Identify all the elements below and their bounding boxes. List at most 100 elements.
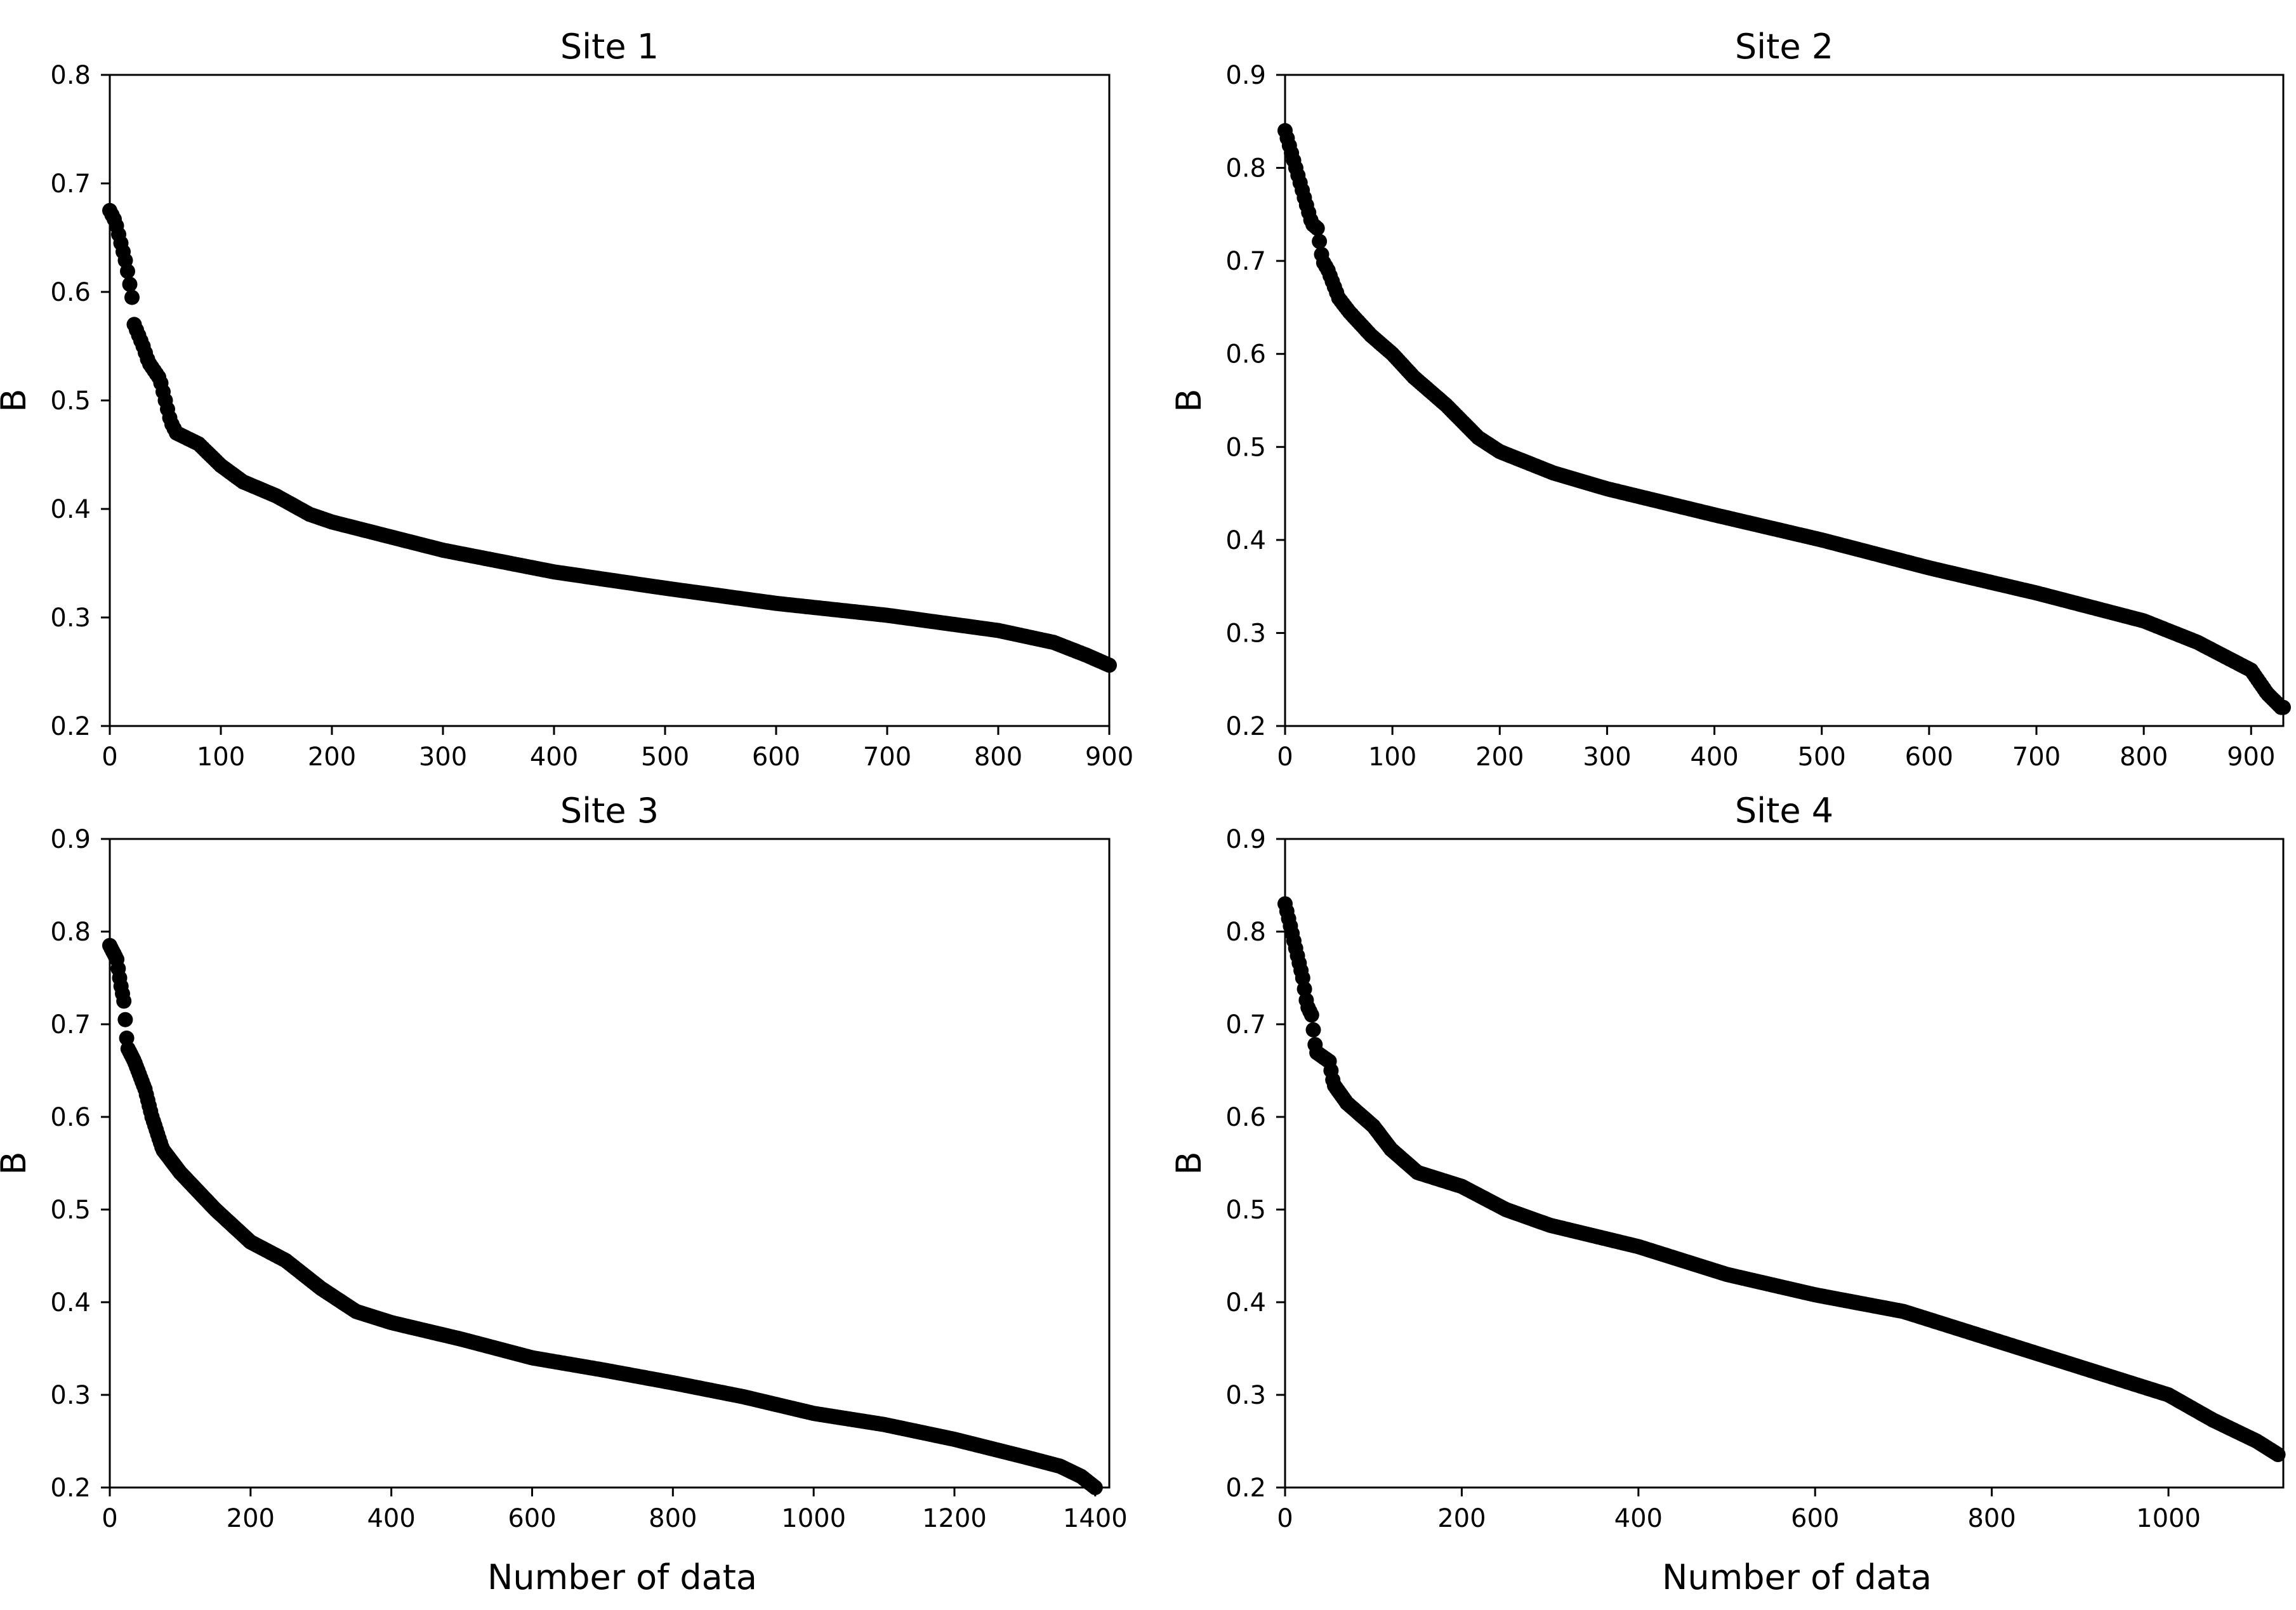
- y-tick-label: 0.7: [50, 169, 91, 199]
- y-tick-label: 0.8: [50, 918, 91, 947]
- x-tick-label: 400: [367, 1504, 415, 1533]
- y-tick-label: 0.2: [50, 712, 91, 741]
- x-tick-label: 500: [641, 742, 689, 772]
- y-tick-label: 0.7: [1225, 247, 1266, 276]
- x-tick-label: 1400: [1063, 1504, 1128, 1533]
- y-tick-label: 0.2: [1225, 1474, 1266, 1503]
- x-tick-label: 1200: [922, 1504, 987, 1533]
- y-tick-label: 0.6: [1225, 340, 1266, 369]
- x-tick-label: 0: [102, 1504, 117, 1533]
- x-tick-label: 800: [2120, 742, 2168, 772]
- x-tick-label: 300: [419, 742, 467, 772]
- data-point: [122, 277, 138, 292]
- data-point: [2270, 1447, 2286, 1462]
- x-tick-label: 100: [197, 742, 245, 772]
- y-tick-label: 0.2: [1225, 712, 1266, 741]
- y-tick-label: 0.8: [1225, 154, 1266, 183]
- x-tick-label: 0: [1277, 1504, 1293, 1533]
- x-tick-label: 200: [227, 1504, 275, 1533]
- y-tick-label: 0.9: [1225, 825, 1266, 854]
- x-tick-label: 100: [1368, 742, 1416, 772]
- panel-1: Site 1 0.2 0.3 0.4 0.5 0.6 0.7 0.8 0 100 200 300 400…: [0, 27, 1133, 772]
- panel-2: Site 2 0.2 0.3 0.4 0.5 0.6 0.7 0.8 0.9 0 100 200 300…: [1169, 27, 2291, 772]
- x-tick-label: 800: [1967, 1504, 2016, 1533]
- x-axis-label: Number of data: [1662, 1557, 1932, 1597]
- y-tick-label: 0.6: [50, 1103, 91, 1132]
- y-axis-label: B: [0, 388, 34, 412]
- y-tick-label: 0.5: [1225, 1196, 1266, 1225]
- x-axis-label: Number of data: [487, 1557, 757, 1597]
- data-point: [116, 993, 132, 1009]
- data-point: [1303, 1007, 1319, 1023]
- y-tick-label: 0.9: [50, 825, 91, 854]
- y-axis-label: B: [1169, 1151, 1209, 1175]
- y-tick-label: 0.4: [50, 495, 91, 524]
- series-points: [1277, 122, 2291, 715]
- data-point: [2276, 699, 2291, 715]
- x-tick-label: 600: [1791, 1504, 1839, 1533]
- y-tick-label: 0.4: [1225, 1288, 1266, 1317]
- x-tick-label: 1000: [781, 1504, 846, 1533]
- y-tick-label: 0.2: [50, 1474, 91, 1503]
- data-point: [1087, 1480, 1103, 1495]
- y-tick-label: 0.9: [1225, 61, 1266, 90]
- data-point: [1309, 220, 1325, 236]
- x-tick-label: 1000: [2136, 1504, 2201, 1533]
- y-tick-label: 0.4: [1225, 526, 1266, 555]
- x-tick-label: 300: [1583, 742, 1631, 772]
- plot-frame: [1284, 838, 2285, 1489]
- x-tick-label: 200: [1437, 1504, 1486, 1533]
- x-tick-label: 500: [1798, 742, 1846, 772]
- series-points: [1277, 896, 2286, 1462]
- y-tick-label: 0.8: [50, 61, 91, 90]
- panel-title: Site 1: [560, 27, 659, 67]
- y-tick-label: 0.3: [50, 604, 91, 633]
- data-point: [120, 263, 135, 279]
- x-tick-label: 200: [308, 742, 356, 772]
- y-axis-label: B: [1169, 388, 1209, 412]
- y-tick-label: 0.5: [1225, 433, 1266, 462]
- y-tick-label: 0.3: [50, 1381, 91, 1410]
- x-tick-label: 400: [530, 742, 578, 772]
- y-tick-label: 0.7: [50, 1010, 91, 1039]
- x-tick-label: 800: [974, 742, 1022, 772]
- x-tick-label: 700: [2012, 742, 2061, 772]
- y-tick-label: 0.5: [50, 386, 91, 416]
- x-tick-label: 400: [1614, 1504, 1663, 1533]
- data-point: [1305, 1022, 1321, 1038]
- panel-4: Site 4 0.2 0.3 0.4 0.5 0.6 0.7 0.8 0.9 0 200 400 600…: [1169, 791, 2286, 1597]
- x-tick-label: 600: [1905, 742, 1953, 772]
- x-tick-label: 400: [1690, 742, 1738, 772]
- y-tick-label: 0.5: [50, 1196, 91, 1225]
- plot-frame: [1284, 74, 2285, 727]
- data-point: [1312, 234, 1328, 249]
- y-tick-label: 0.4: [50, 1288, 91, 1317]
- plot-frame: [109, 838, 1111, 1489]
- y-tick-label: 0.3: [1225, 619, 1266, 648]
- series-points: [102, 202, 1117, 673]
- data-point: [117, 1012, 133, 1027]
- x-tick-label: 600: [752, 742, 800, 772]
- data-point: [1102, 657, 1117, 673]
- x-tick-label: 0: [1277, 742, 1293, 772]
- panel-3: Site 3 0.2 0.3 0.4 0.5 0.6 0.7 0.8 0.9 0 200 400 600…: [0, 791, 1128, 1597]
- x-tick-label: 200: [1475, 742, 1524, 772]
- panel-title: Site 3: [560, 791, 659, 831]
- y-tick-label: 0.3: [1225, 1381, 1266, 1410]
- series-points: [102, 937, 1103, 1495]
- x-tick-label: 600: [508, 1504, 556, 1533]
- y-tick-label: 0.6: [50, 278, 91, 307]
- x-tick-label: 900: [2227, 742, 2275, 772]
- x-tick-label: 800: [649, 1504, 697, 1533]
- x-tick-label: 0: [102, 742, 117, 772]
- y-tick-label: 0.8: [1225, 918, 1266, 947]
- y-tick-label: 0.7: [1225, 1010, 1266, 1039]
- x-tick-label: 900: [1085, 742, 1133, 772]
- x-tick-label: 700: [863, 742, 911, 772]
- y-tick-label: 0.6: [1225, 1103, 1266, 1132]
- data-point: [124, 289, 140, 305]
- panel-title: Site 4: [1735, 791, 1833, 831]
- y-axis-label: B: [0, 1151, 34, 1175]
- panel-title: Site 2: [1735, 27, 1833, 67]
